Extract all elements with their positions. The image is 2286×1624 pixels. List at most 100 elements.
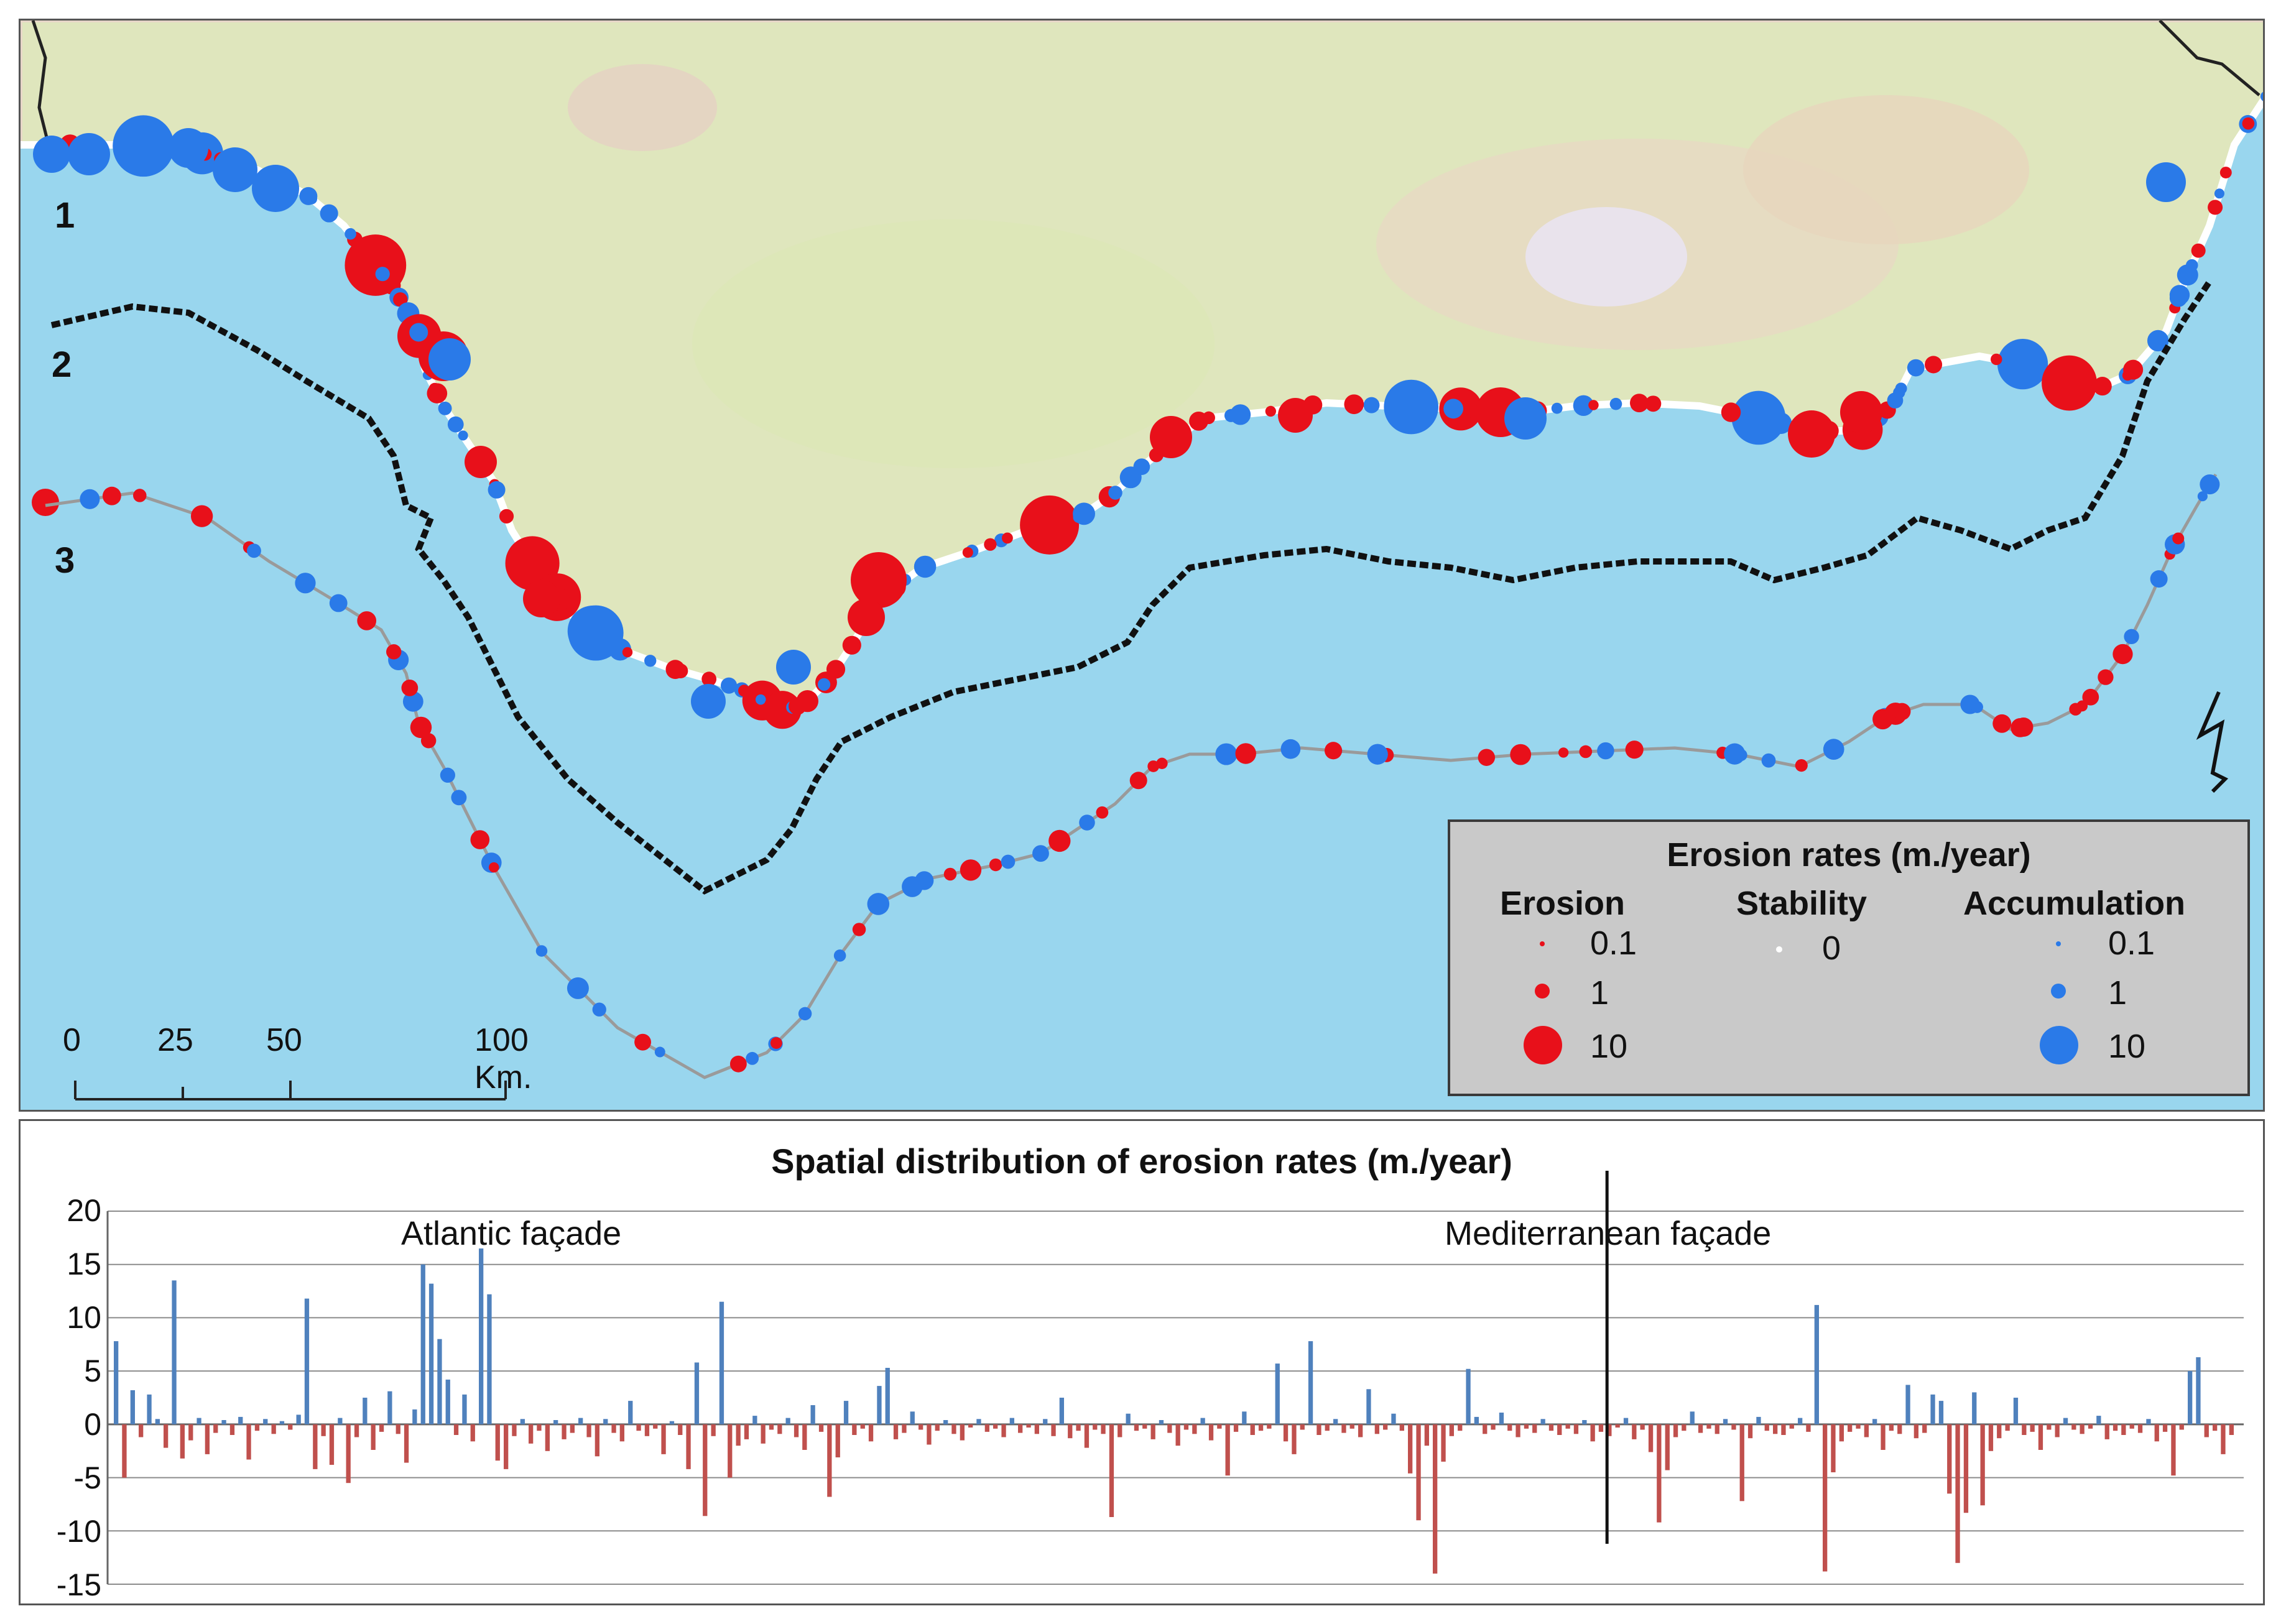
bar [1997,1424,2002,1439]
bar [852,1424,857,1435]
erosion-marker [2191,243,2206,258]
bar [1358,1424,1363,1437]
bar [752,1416,757,1424]
bar [2213,1424,2218,1431]
bar [404,1424,409,1463]
accumulation-marker [1971,701,1983,713]
accumulation-marker [329,594,348,612]
bar [686,1424,691,1469]
bar [529,1424,534,1444]
bar [2005,1424,2010,1431]
accumulation-marker [1001,854,1016,869]
bar [1349,1424,1354,1429]
erosion-marker [1630,394,1649,413]
bar [1458,1424,1463,1431]
bar [147,1394,152,1424]
bar [1225,1424,1230,1476]
bar [1648,1424,1654,1452]
accumulation-marker [451,790,467,806]
bar [2022,1424,2027,1435]
accumulation-marker [345,228,356,240]
erosion-marker [401,680,419,696]
erosion-marker [2112,644,2133,665]
erosion-marker [410,716,432,739]
erosion-marker [842,635,861,655]
y-tick-label: -15 [56,1567,101,1602]
bar [1292,1424,1297,1454]
chart-panel: Spatial distribution of erosion rates (m… [19,1119,2265,1605]
erosion-marker [428,382,441,395]
bar [1449,1424,1454,1436]
erosion-marker [796,690,819,713]
bar [453,1424,459,1435]
bar [644,1424,650,1436]
accumulation-marker [320,204,338,223]
accumulation-marker [1887,392,1904,408]
bar [1955,1424,1960,1563]
accumulation-marker [1823,739,1844,760]
y-tick-label: 0 [84,1407,101,1442]
accumulation-marker [1363,397,1380,413]
bar [470,1424,475,1442]
bar [1101,1424,1106,1434]
bar [993,1424,998,1429]
accumulation-marker [1597,742,1614,760]
bar [703,1424,708,1516]
accumulation-marker [447,416,464,433]
bar [329,1424,335,1465]
legend-stability-dot [1776,946,1782,953]
erosion-marker [701,671,717,687]
accumulation-marker [1032,845,1049,862]
bar [1300,1424,1305,1430]
erosion-marker [770,1037,782,1050]
scale-label-25: 25 [157,1022,193,1058]
bar [827,1424,832,1497]
bar [445,1379,450,1424]
bar [1366,1389,1371,1424]
bar [122,1424,127,1478]
bar [1773,1424,1778,1434]
accumulation-marker [1731,390,1786,445]
bar [1839,1424,1844,1442]
bar [1731,1424,1736,1430]
bar [1972,1392,1977,1424]
bar [943,1420,948,1424]
accumulation-marker [2260,91,2263,101]
accumulation-marker [1551,402,1563,414]
bar [570,1424,575,1433]
accumulation-marker [1770,412,1792,434]
erosion-marker [1278,398,1313,433]
bar [1208,1424,1214,1441]
erosion-marker [1150,416,1192,458]
accumulation-marker [746,1051,759,1065]
bar [437,1339,442,1424]
bar [1598,1424,1604,1432]
bar [744,1424,749,1439]
erosion-marker [499,509,514,524]
bar [396,1424,400,1434]
bar [1483,1424,1488,1434]
erosion-marker [673,663,688,679]
bar [354,1424,359,1437]
accumulation-marker [213,147,257,192]
bar [2088,1424,2093,1429]
bar [1913,1424,1918,1439]
bar [2196,1357,2201,1424]
bar [2038,1424,2043,1450]
bar [1333,1419,1338,1424]
accumulation-marker [488,481,506,499]
bar [1374,1424,1379,1434]
erosion-marker [1510,744,1532,765]
bar [2154,1424,2159,1442]
bar [777,1424,782,1434]
bar [1739,1424,1744,1502]
scale-label-50: 50 [266,1022,302,1058]
accumulation-marker [691,684,726,719]
annotation-atlantic: Atlantic façade [401,1215,622,1252]
accumulation-marker [2150,570,2168,588]
erosion-marker [393,292,408,307]
erosion-marker [826,660,846,679]
y-tick-label: 5 [84,1354,101,1388]
bar [860,1424,865,1429]
bar [1018,1424,1023,1433]
